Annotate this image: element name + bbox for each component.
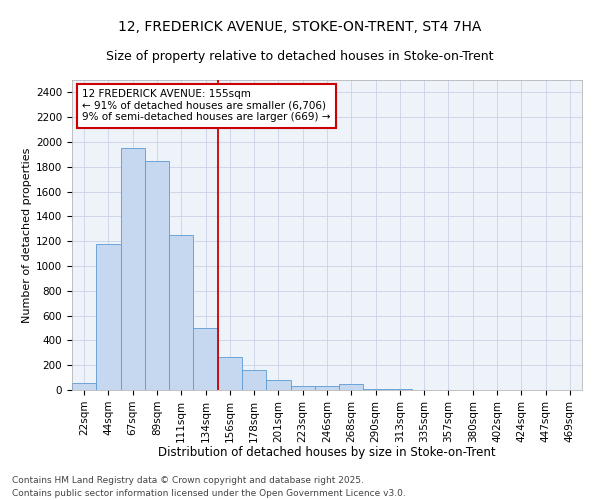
Bar [121,148,145,390]
Text: Contains HM Land Registry data © Crown copyright and database right 2025.: Contains HM Land Registry data © Crown c… [12,476,364,485]
Bar [218,356,242,390]
Bar [315,386,339,390]
Y-axis label: Number of detached properties: Number of detached properties [22,148,32,322]
Text: Contains public sector information licensed under the Open Government Licence v3: Contains public sector information licen… [12,488,406,498]
Bar [339,384,364,390]
X-axis label: Distribution of detached houses by size in Stoke-on-Trent: Distribution of detached houses by size … [158,446,496,459]
Bar [242,370,266,390]
Text: Size of property relative to detached houses in Stoke-on-Trent: Size of property relative to detached ho… [106,50,494,63]
Text: 12, FREDERICK AVENUE, STOKE-ON-TRENT, ST4 7HA: 12, FREDERICK AVENUE, STOKE-ON-TRENT, ST… [118,20,482,34]
Bar [169,235,193,390]
Bar [72,382,96,390]
Text: 12 FREDERICK AVENUE: 155sqm
← 91% of detached houses are smaller (6,706)
9% of s: 12 FREDERICK AVENUE: 155sqm ← 91% of det… [82,90,331,122]
Bar [266,380,290,390]
Bar [364,389,388,390]
Bar [193,328,218,390]
Bar [96,244,121,390]
Bar [290,386,315,390]
Bar [145,160,169,390]
